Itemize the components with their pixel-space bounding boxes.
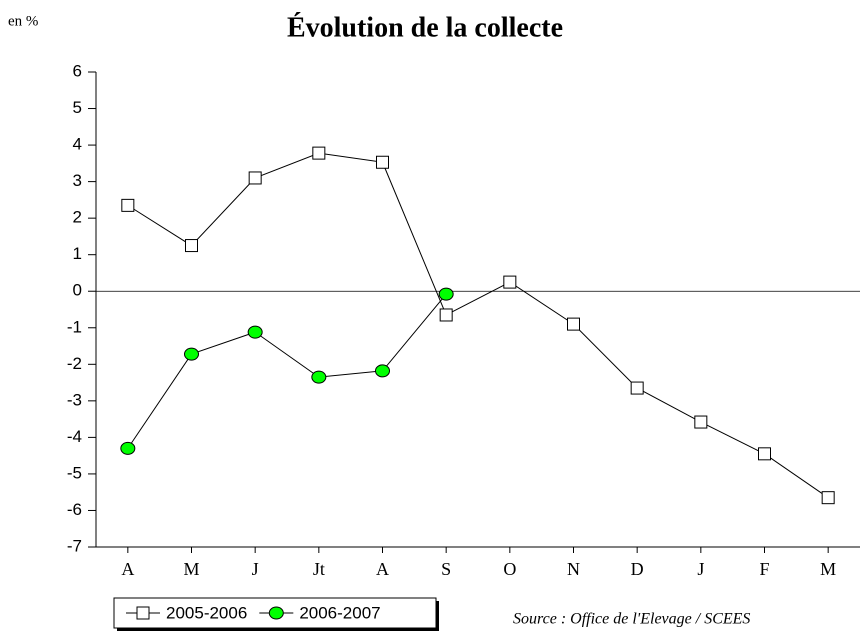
x-tick-label: D bbox=[631, 559, 644, 579]
marker bbox=[121, 198, 135, 212]
marker bbox=[120, 441, 136, 455]
x-tick-label: M bbox=[183, 559, 199, 579]
y-tick-label: 6 bbox=[73, 61, 82, 80]
y-unit: en % bbox=[8, 13, 38, 29]
x-tick-label: N bbox=[567, 559, 580, 579]
y-tick-label: -6 bbox=[67, 500, 82, 519]
y-tick-label: 0 bbox=[73, 281, 82, 300]
y-tick-label: -2 bbox=[67, 354, 82, 373]
y-tick-label: 1 bbox=[73, 244, 82, 263]
source: Source : Office de l'Elevage / SCEES bbox=[513, 611, 750, 628]
marker bbox=[821, 491, 835, 505]
marker bbox=[311, 370, 327, 384]
marker bbox=[184, 347, 199, 361]
marker bbox=[375, 364, 390, 378]
marker bbox=[567, 317, 580, 331]
marker bbox=[376, 155, 389, 169]
marker bbox=[439, 308, 453, 322]
marker bbox=[185, 239, 198, 253]
marker bbox=[438, 287, 454, 301]
marker bbox=[694, 415, 708, 429]
x-tick-label: O bbox=[503, 559, 516, 579]
marker bbox=[503, 275, 517, 289]
marker bbox=[268, 606, 284, 620]
marker bbox=[630, 381, 644, 395]
series-line bbox=[127, 152, 829, 499]
chart-title: Évolution de la collecte bbox=[287, 12, 563, 43]
y-tick-label: -7 bbox=[67, 536, 82, 555]
marker bbox=[248, 171, 262, 185]
marker bbox=[136, 606, 150, 620]
series-line bbox=[127, 293, 447, 449]
x-tick-label: M bbox=[820, 559, 836, 579]
marker bbox=[247, 325, 263, 339]
y-tick-label: 5 bbox=[73, 98, 82, 117]
x-tick-label: S bbox=[441, 559, 451, 579]
y-tick-label: -4 bbox=[67, 427, 82, 446]
x-tick-label: J bbox=[697, 559, 704, 579]
x-tick-label: J bbox=[252, 559, 259, 579]
legend-label: 2006-2007 bbox=[299, 603, 380, 622]
y-tick-label: -1 bbox=[67, 317, 82, 336]
x-tick-label: A bbox=[376, 559, 389, 579]
y-tick-label: -3 bbox=[67, 390, 82, 409]
marker bbox=[758, 447, 771, 461]
x-tick-label: F bbox=[759, 559, 769, 579]
marker bbox=[312, 146, 326, 160]
legend-label: 2005-2006 bbox=[166, 603, 247, 622]
x-tick-label: A bbox=[121, 559, 134, 579]
y-tick-label: 4 bbox=[73, 135, 82, 154]
y-tick-label: 3 bbox=[73, 171, 82, 190]
y-tick-label: -5 bbox=[67, 463, 82, 482]
y-tick-label: 2 bbox=[73, 208, 82, 227]
x-tick-label: Jt bbox=[313, 559, 325, 579]
